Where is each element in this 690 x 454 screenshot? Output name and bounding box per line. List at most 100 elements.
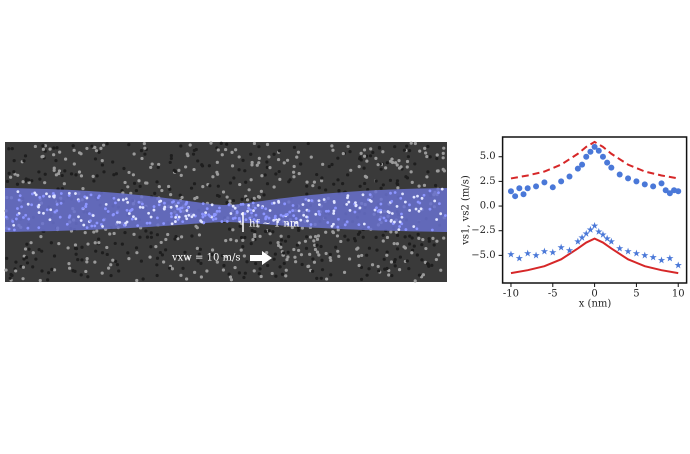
fluid-atom <box>220 220 224 223</box>
atom <box>85 146 89 151</box>
atom <box>63 157 68 161</box>
atom <box>395 179 400 183</box>
atom <box>381 150 385 154</box>
fluid-atom <box>332 209 336 213</box>
fluid-atom <box>163 201 166 205</box>
atom <box>216 148 220 152</box>
fluid-atom <box>267 216 271 220</box>
atom <box>100 271 104 275</box>
fluid-atom <box>336 225 340 229</box>
atom <box>336 228 340 232</box>
atom <box>267 229 271 233</box>
atom <box>207 256 212 260</box>
atom <box>22 257 26 261</box>
fluid-atom <box>400 222 404 226</box>
fluid-atom <box>334 206 337 210</box>
atom <box>145 235 150 239</box>
atom <box>91 174 95 178</box>
fluid-band <box>5 188 447 232</box>
atom <box>149 235 154 239</box>
fluid-atom <box>174 220 177 223</box>
fluid-atom <box>169 212 173 215</box>
atom <box>132 232 136 236</box>
fluid-atom <box>337 217 340 221</box>
atom <box>169 154 173 158</box>
point <box>658 180 665 187</box>
atom <box>379 167 383 171</box>
atom <box>149 231 153 235</box>
atom <box>388 178 393 182</box>
atom <box>306 141 310 146</box>
star-point <box>624 247 632 255</box>
fluid-atom <box>147 211 151 215</box>
atom <box>365 159 369 163</box>
atom <box>127 170 131 175</box>
atom <box>31 265 35 269</box>
fluid-atom <box>353 210 357 214</box>
atom <box>139 149 144 153</box>
atom <box>93 145 97 150</box>
fluid-atom <box>170 215 173 219</box>
fluid-atom <box>4 215 8 219</box>
atom <box>149 165 153 170</box>
atom <box>94 149 99 153</box>
atom <box>304 246 309 250</box>
atom <box>277 169 281 174</box>
point <box>641 181 648 188</box>
atom <box>137 179 141 183</box>
point <box>595 147 602 154</box>
atom <box>73 243 78 247</box>
fluid-atom <box>59 192 63 195</box>
fluid-atom <box>30 192 34 196</box>
atom <box>210 248 215 252</box>
fluid-atom <box>30 203 34 207</box>
point <box>587 148 594 155</box>
fluid-atom <box>327 209 330 213</box>
atom <box>266 263 270 268</box>
atom <box>250 163 254 167</box>
atom <box>14 260 18 264</box>
atom <box>197 233 202 237</box>
atom <box>162 260 166 264</box>
atom <box>300 262 304 267</box>
fluid-atom <box>192 213 196 217</box>
atom <box>257 145 261 149</box>
atom <box>155 273 159 278</box>
point <box>579 161 586 168</box>
atom <box>249 242 253 246</box>
atom <box>185 152 189 156</box>
fluid-atom <box>204 211 208 215</box>
atom <box>308 235 313 239</box>
atom <box>374 235 378 240</box>
atom <box>234 239 238 243</box>
atom <box>377 269 381 273</box>
fluid-atom <box>417 209 421 213</box>
atom <box>317 186 321 190</box>
atom <box>297 248 301 253</box>
atom <box>441 151 445 155</box>
fluid-atom <box>322 198 326 201</box>
point <box>566 173 573 180</box>
atom <box>139 259 143 263</box>
atom <box>93 157 98 161</box>
fluid-atom <box>243 212 247 216</box>
atom <box>410 180 414 184</box>
star-point <box>674 261 682 269</box>
fluid-atom <box>330 224 334 228</box>
fluid-atom <box>93 224 97 228</box>
point <box>583 153 590 160</box>
atom <box>287 235 291 239</box>
y-tick-label: 2.5 <box>480 176 496 187</box>
atom <box>24 255 29 260</box>
atom <box>176 254 180 259</box>
fluid-atom <box>48 195 51 198</box>
atom <box>155 233 160 237</box>
fluid-atom <box>14 217 18 221</box>
atom <box>292 175 296 179</box>
atom <box>252 141 257 146</box>
atom <box>319 244 323 249</box>
atom <box>286 250 290 254</box>
fluid-atom <box>104 207 107 211</box>
fluid-atom <box>175 204 179 208</box>
